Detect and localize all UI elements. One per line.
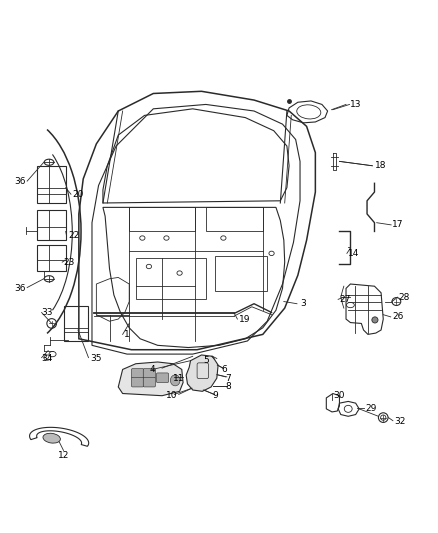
- Text: 30: 30: [333, 391, 344, 400]
- Text: 36: 36: [15, 284, 26, 293]
- Text: 9: 9: [212, 391, 218, 400]
- Text: 4: 4: [150, 365, 155, 374]
- Text: 1: 1: [124, 330, 129, 339]
- Ellipse shape: [372, 317, 378, 323]
- FancyBboxPatch shape: [143, 368, 155, 378]
- FancyBboxPatch shape: [156, 373, 169, 383]
- Text: 8: 8: [226, 383, 231, 391]
- Text: 36: 36: [15, 176, 26, 185]
- Text: 18: 18: [374, 161, 386, 170]
- Text: 19: 19: [239, 314, 250, 324]
- Text: 28: 28: [399, 293, 410, 302]
- Text: 32: 32: [394, 417, 406, 426]
- FancyBboxPatch shape: [143, 377, 155, 387]
- Text: 27: 27: [339, 295, 351, 304]
- Text: 6: 6: [221, 365, 227, 374]
- Text: 34: 34: [42, 354, 53, 363]
- FancyBboxPatch shape: [131, 377, 144, 387]
- Text: 11: 11: [173, 374, 184, 383]
- Polygon shape: [118, 362, 183, 395]
- Polygon shape: [186, 355, 218, 391]
- Ellipse shape: [43, 433, 60, 443]
- Text: 20: 20: [72, 190, 84, 199]
- FancyBboxPatch shape: [131, 368, 144, 378]
- Text: 5: 5: [204, 356, 209, 365]
- Text: 22: 22: [68, 231, 79, 240]
- Text: 26: 26: [392, 312, 403, 321]
- Text: 17: 17: [392, 220, 403, 229]
- Text: 7: 7: [226, 374, 231, 383]
- Text: 12: 12: [58, 451, 69, 460]
- Text: 35: 35: [90, 354, 101, 363]
- Text: 33: 33: [42, 308, 53, 317]
- Text: 3: 3: [300, 299, 306, 308]
- Text: 29: 29: [366, 405, 377, 414]
- Text: 14: 14: [348, 249, 360, 258]
- Ellipse shape: [170, 375, 180, 386]
- Text: 13: 13: [350, 100, 362, 109]
- Text: 23: 23: [64, 257, 75, 266]
- Text: 10: 10: [166, 391, 177, 400]
